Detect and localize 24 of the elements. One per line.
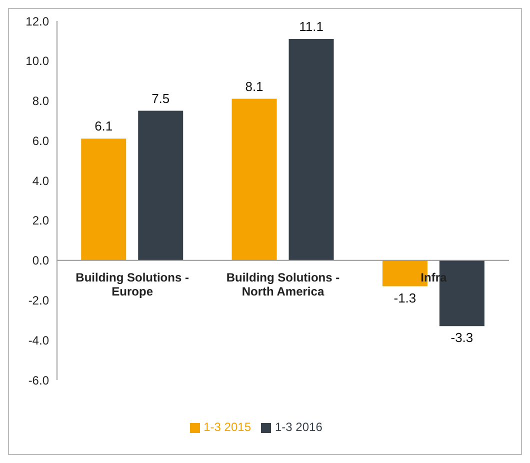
x-tick-label: Building Solutions - North America: [226, 270, 340, 299]
data-label: 7.5: [152, 90, 170, 106]
y-tick-label: 0.0: [32, 254, 50, 268]
y-tick-label: -2.0: [28, 293, 50, 308]
y-tick-label: 8.0: [32, 94, 50, 108]
bar: [232, 98, 277, 260]
y-tick-label: 6.0: [32, 134, 50, 148]
y-tick-label: -6.0: [28, 373, 50, 388]
bar: [81, 138, 126, 260]
bar: [138, 110, 184, 260]
data-label: 8.1: [245, 78, 264, 94]
data-label: -1.3: [394, 290, 416, 306]
legend-label: 1-3 2016: [275, 420, 322, 434]
y-tick-label: 4.0: [32, 174, 50, 188]
data-label: 11.1: [299, 18, 324, 34]
bar: [288, 38, 334, 260]
y-tick-label: 12.0: [26, 14, 50, 28]
y-tick-label: 2.0: [32, 214, 50, 228]
data-label: 6.1: [94, 118, 113, 134]
legend-label: 1-3 2015: [204, 420, 251, 434]
data-label: -3.3: [450, 330, 474, 346]
x-tick-label: Building Solutions - Europe: [76, 270, 189, 299]
y-tick-label: -4.0: [28, 333, 50, 348]
y-tick-label: 10.0: [26, 54, 50, 68]
